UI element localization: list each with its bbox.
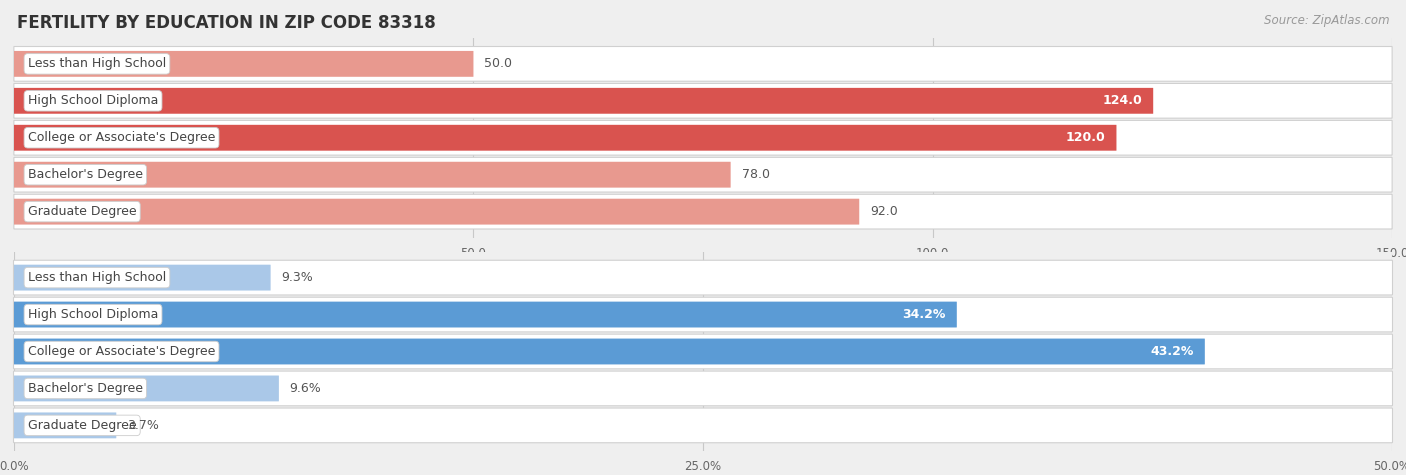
FancyBboxPatch shape xyxy=(14,408,1392,443)
Text: High School Diploma: High School Diploma xyxy=(28,308,159,321)
FancyBboxPatch shape xyxy=(14,339,1205,364)
FancyBboxPatch shape xyxy=(14,157,1392,192)
FancyBboxPatch shape xyxy=(14,334,1392,369)
Text: High School Diploma: High School Diploma xyxy=(28,95,159,107)
Text: Less than High School: Less than High School xyxy=(28,271,166,284)
FancyBboxPatch shape xyxy=(14,265,270,291)
FancyBboxPatch shape xyxy=(14,297,1392,332)
Text: Bachelor's Degree: Bachelor's Degree xyxy=(28,382,143,395)
FancyBboxPatch shape xyxy=(14,260,1392,295)
Text: 78.0: 78.0 xyxy=(741,168,769,181)
Text: Bachelor's Degree: Bachelor's Degree xyxy=(28,168,143,181)
Text: 50.0: 50.0 xyxy=(485,57,512,70)
FancyBboxPatch shape xyxy=(14,120,1392,155)
FancyBboxPatch shape xyxy=(14,194,1392,229)
FancyBboxPatch shape xyxy=(14,162,731,188)
FancyBboxPatch shape xyxy=(14,302,957,327)
FancyBboxPatch shape xyxy=(14,47,1392,81)
Text: Graduate Degree: Graduate Degree xyxy=(28,419,136,432)
Text: College or Associate's Degree: College or Associate's Degree xyxy=(28,131,215,144)
FancyBboxPatch shape xyxy=(14,125,1116,151)
Text: Source: ZipAtlas.com: Source: ZipAtlas.com xyxy=(1264,14,1389,27)
Text: 9.6%: 9.6% xyxy=(290,382,322,395)
FancyBboxPatch shape xyxy=(14,84,1392,118)
Text: 43.2%: 43.2% xyxy=(1150,345,1194,358)
Text: Less than High School: Less than High School xyxy=(28,57,166,70)
FancyBboxPatch shape xyxy=(14,88,1153,114)
Text: Graduate Degree: Graduate Degree xyxy=(28,205,136,218)
Text: College or Associate's Degree: College or Associate's Degree xyxy=(28,345,215,358)
FancyBboxPatch shape xyxy=(14,51,474,77)
FancyBboxPatch shape xyxy=(14,371,1392,406)
Text: 3.7%: 3.7% xyxy=(127,419,159,432)
Text: FERTILITY BY EDUCATION IN ZIP CODE 83318: FERTILITY BY EDUCATION IN ZIP CODE 83318 xyxy=(17,14,436,32)
FancyBboxPatch shape xyxy=(14,199,859,225)
Text: 120.0: 120.0 xyxy=(1066,131,1105,144)
FancyBboxPatch shape xyxy=(14,412,117,438)
Text: 9.3%: 9.3% xyxy=(281,271,314,284)
Text: 34.2%: 34.2% xyxy=(903,308,945,321)
Text: 92.0: 92.0 xyxy=(870,205,898,218)
Text: 124.0: 124.0 xyxy=(1102,95,1142,107)
FancyBboxPatch shape xyxy=(14,376,278,401)
